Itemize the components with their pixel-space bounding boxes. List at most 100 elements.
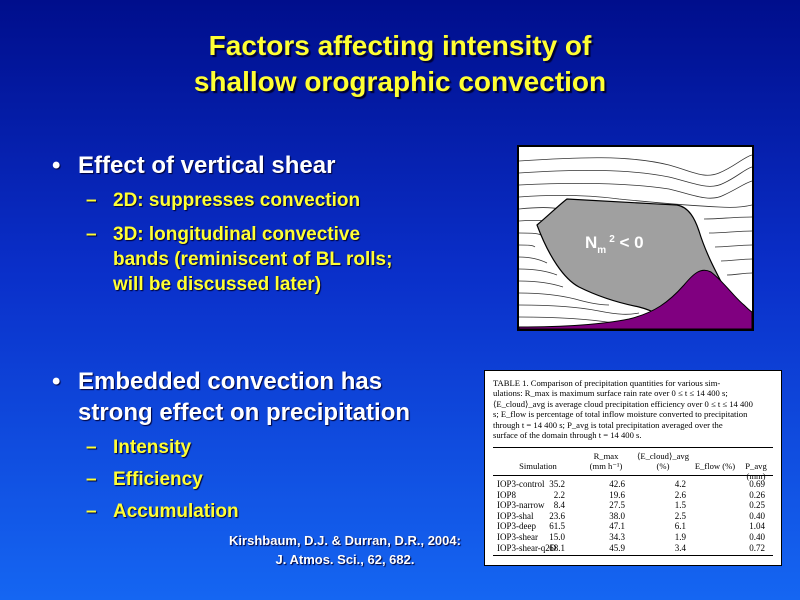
- cell-eflow: 2.5: [674, 510, 686, 521]
- table-row: IOP3-shear 15.0 34.3 1.9 0.40: [493, 532, 773, 543]
- caption-line: surface of the domain through t = 14 400…: [493, 430, 642, 441]
- streamline: [519, 207, 560, 210]
- cell-pavg: 0.40: [749, 532, 765, 542]
- cell-pavg: 0.72: [749, 542, 765, 553]
- table-rule-header: [493, 475, 773, 476]
- caption-line: ⟨E_cloud⟩_avg is average cloud precipita…: [493, 398, 753, 409]
- sub-bullet-3d: – 3D: longitudinal convective bands (rem…: [86, 222, 393, 297]
- cell-simulation: IOP3-deep: [497, 521, 536, 532]
- cell-rmax: 23.6: [549, 510, 565, 521]
- sub-bullet-intensity: – Intensity: [86, 435, 192, 460]
- bullet-dot-icon: •: [52, 152, 61, 179]
- sub-bullet-text-line-1: 3D: longitudinal convective: [113, 224, 361, 245]
- sub-bullet-text: Efficiency: [113, 469, 203, 490]
- header-rmax-unit: (mm h⁻¹): [589, 461, 623, 471]
- cell-eflow: 2.6: [674, 489, 686, 500]
- bullet-embedded-convection: • Embedded convection has strong effect …: [52, 366, 411, 428]
- caption-line: TABLE 1. Comparison of precipitation qua…: [493, 378, 721, 388]
- cell-eflow: 1.9: [674, 532, 686, 542]
- dash-icon: –: [86, 501, 97, 522]
- streamline: [726, 272, 752, 276]
- sub-bullet-efficiency: – Efficiency: [86, 467, 203, 492]
- streamline: [519, 180, 752, 199]
- slide-title-line-2: shallow orographic convection: [193, 66, 607, 97]
- cell-simulation: IOP8: [497, 489, 517, 500]
- cell-simulation: IOP3-control: [497, 479, 545, 489]
- citation-line-2: J. Atmos. Sci., 62, 682.: [275, 552, 415, 567]
- header-simulation: Simulation: [519, 461, 557, 471]
- cell-rmax: 15.0: [549, 532, 565, 542]
- cell-rmax: 61.5: [549, 521, 565, 532]
- streamline: [519, 268, 558, 276]
- header-ecloud: ⟨E_cloud⟩_avg (%): [633, 451, 693, 471]
- cell-ecloud: 47.1: [609, 521, 625, 532]
- dash-icon: –: [86, 224, 97, 245]
- slide-title-line-1: Factors affecting intensity of: [208, 30, 592, 61]
- cell-ecloud: 45.9: [609, 542, 625, 553]
- sub-bullet-text: Intensity: [113, 437, 192, 458]
- header-eflow: E_flow (%): [694, 461, 736, 471]
- cell-rmax: 68.1: [549, 542, 565, 553]
- table-rule-bottom: [493, 555, 773, 556]
- header-rmax-label: R_max: [593, 451, 619, 461]
- cell-ecloud: 42.6: [609, 479, 625, 489]
- cell-rmax: 35.2: [549, 479, 565, 489]
- cell-simulation: IOP3-narrow: [497, 500, 545, 511]
- streamline-figure: Nm2 < 0: [517, 145, 754, 331]
- cell-pavg: 0.25: [749, 500, 765, 511]
- table-rule-top: [493, 447, 773, 448]
- streamline: [519, 244, 536, 248]
- bullet-vertical-shear: • Effect of vertical shear: [52, 150, 336, 181]
- table-row: IOP3-narrow 8.4 27.5 1.5 0.25: [493, 500, 773, 511]
- table-row: IOP3-control 35.2 42.6 4.2 0.69: [493, 479, 773, 490]
- table-row: IOP8 2.2 19.6 2.6 0.26: [493, 490, 773, 501]
- dash-icon: –: [86, 437, 97, 458]
- table-caption: TABLE 1. Comparison of precipitation qua…: [493, 378, 775, 440]
- table-row: IOP3-shal 23.6 38.0 2.5 0.40: [493, 511, 773, 522]
- cell-eflow: 1.5: [674, 500, 686, 511]
- bullet-text-line-2: strong effect on precipitation: [78, 399, 411, 426]
- bullet-text-line-1: Embedded convection has: [78, 368, 383, 395]
- table-row: IOP3-shear-q2D 68.1 45.9 3.4 0.72: [493, 543, 773, 554]
- header-pavg: P_avg (mm): [745, 461, 767, 481]
- cell-eflow: 4.2: [674, 479, 686, 489]
- cell-rmax: 8.4: [553, 500, 565, 511]
- streamline: [708, 230, 752, 234]
- caption-line: ulations: R_max is maximum surface rain …: [493, 388, 728, 399]
- cell-eflow: 6.1: [674, 521, 686, 532]
- citation: Kirshbaum, D.J. & Durran, D.R., 2004: J.…: [190, 531, 500, 569]
- sub-bullet-2d: – 2D: suppresses convection: [86, 188, 361, 213]
- bullet-dot-icon: •: [52, 368, 61, 395]
- streamline: [714, 244, 752, 248]
- cell-pavg: 0.40: [749, 510, 765, 521]
- header-ecloud-unit: (%): [656, 461, 670, 471]
- streamline: [519, 292, 610, 306]
- sub-bullet-text-line-3: will be discussed later): [113, 274, 322, 295]
- streamline: [703, 216, 752, 220]
- streamline-svg: Nm2 < 0: [519, 154, 752, 329]
- citation-line-1: Kirshbaum, D.J. & Durran, D.R., 2004:: [229, 533, 461, 548]
- cell-pavg: 0.26: [749, 489, 765, 500]
- header-rmax: R_max (mm h⁻¹): [581, 451, 631, 471]
- sub-bullet-text-line-2: bands (reminiscent of BL rolls;: [113, 249, 393, 270]
- streamline: [519, 194, 752, 208]
- streamline: [519, 280, 564, 288]
- cell-simulation: IOP3-shear-q2D: [497, 542, 557, 553]
- sub-bullet-text: 2D: suppresses convection: [113, 190, 361, 211]
- precipitation-table: TABLE 1. Comparison of precipitation qua…: [484, 370, 782, 566]
- cell-ecloud: 19.6: [609, 489, 625, 500]
- sub-bullet-text: Accumulation: [113, 501, 239, 522]
- dash-icon: –: [86, 469, 97, 490]
- cell-ecloud: 27.5: [609, 500, 625, 511]
- streamline: [519, 232, 542, 236]
- streamline: [519, 256, 548, 264]
- cell-pavg: 0.69: [749, 479, 765, 489]
- streamline: [720, 258, 752, 262]
- header-ecloud-label: ⟨E_cloud⟩_avg: [636, 451, 690, 461]
- streamline: [519, 304, 640, 315]
- table-row: IOP3-deep 61.5 47.1 6.1 1.04: [493, 521, 773, 532]
- caption-line: s; E_flow is percentage of total inflow …: [493, 409, 748, 420]
- sub-bullet-accumulation: – Accumulation: [86, 499, 239, 524]
- cell-pavg: 1.04: [749, 521, 765, 532]
- bullet-text: Effect of vertical shear: [78, 152, 336, 179]
